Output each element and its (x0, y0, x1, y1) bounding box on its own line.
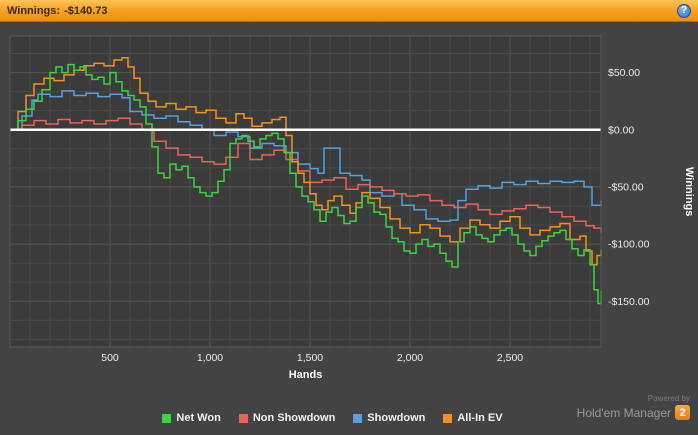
legend-item-net-won[interactable]: Net Won (162, 412, 221, 424)
svg-text:500: 500 (101, 352, 119, 364)
svg-text:-$150.00: -$150.00 (608, 296, 650, 308)
svg-text:1,000: 1,000 (197, 352, 223, 364)
svg-text:2,500: 2,500 (497, 352, 523, 364)
x-axis-label: Hands (288, 369, 323, 381)
legend-item-non-showdown[interactable]: Non Showdown (238, 412, 336, 424)
legend-label: Showdown (367, 412, 426, 424)
winnings-value: -$140.73 (64, 4, 108, 17)
legend-item-showdown[interactable]: Showdown (353, 412, 425, 424)
svg-text:1,500: 1,500 (297, 352, 323, 364)
powered-by-text: Powered by (647, 394, 690, 403)
svg-text:$0.00: $0.00 (608, 124, 634, 136)
all-in-ev-swatch-icon (443, 413, 453, 423)
winnings-chart: 500 1,000 1,500 2,000 2,500 $50.00 $0.00 -$50.0… (0, 22, 698, 435)
powered-by-block: Powered by Hold'em Manager 2 (577, 394, 690, 420)
winnings-label: Winnings: (7, 4, 61, 17)
winnings-bar: Winnings: -$140.73 ? (0, 0, 698, 22)
net-won-swatch-icon (162, 413, 172, 423)
non-showdown-swatch-icon (238, 413, 248, 423)
svg-text:2,000: 2,000 (397, 352, 423, 364)
svg-text:-$50.00: -$50.00 (608, 181, 644, 193)
hm2-logo-icon: 2 (675, 405, 690, 420)
help-icon[interactable]: ? (677, 3, 691, 18)
chart-legend: Net Won Non Showdown Showdown All-In EV (0, 412, 665, 424)
chart-plot[interactable]: 500 1,000 1,500 2,000 2,500 $50.00 $0.00 -$50.0… (0, 22, 698, 367)
svg-text:$50.00: $50.00 (608, 67, 640, 79)
legend-label: All-In EV (457, 412, 503, 424)
y-axis-label: Winnings (683, 166, 695, 217)
svg-text:-$100.00: -$100.00 (608, 239, 650, 251)
legend-label: Non Showdown (252, 412, 336, 424)
legend-item-all-in-ev[interactable]: All-In EV (443, 412, 503, 424)
brand-name: Hold'em Manager (576, 405, 671, 420)
legend-label: Net Won (176, 412, 221, 424)
showdown-swatch-icon (353, 413, 363, 423)
